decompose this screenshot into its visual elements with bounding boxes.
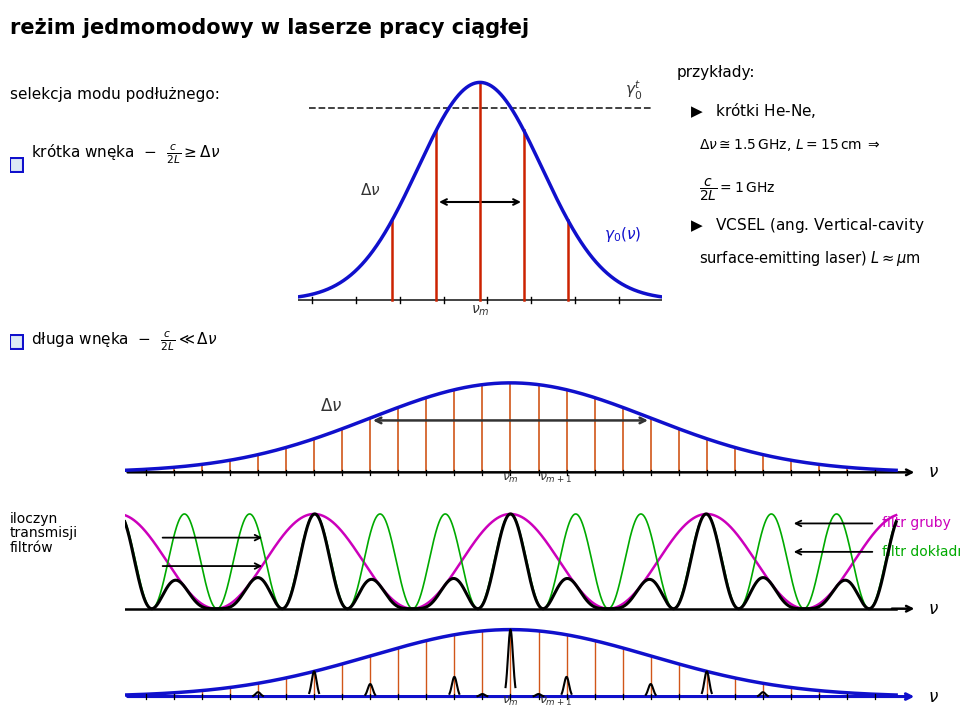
Text: $\Delta\nu$: $\Delta\nu$	[320, 397, 342, 415]
Text: surface-emitting laser) $L \approx \mu\mathrm{m}$: surface-emitting laser) $L \approx \mu\m…	[699, 249, 921, 267]
Text: $\nu_m$: $\nu_m$	[502, 472, 519, 485]
Text: $\gamma_0^t$: $\gamma_0^t$	[625, 79, 642, 102]
Text: krótka wnęka  $-$  $\frac{c}{2L} \geq \Delta\nu$: krótka wnęka $-$ $\frac{c}{2L} \geq \Del…	[31, 143, 220, 166]
Text: $\blacktriangleright$  VCSEL (ang. Vertical-cavity: $\blacktriangleright$ VCSEL (ang. Vertic…	[688, 216, 925, 235]
Text: $\nu_m$: $\nu_m$	[470, 304, 490, 319]
Text: długa wnęka  $-$  $\frac{c}{2L} \ll \Delta\nu$: długa wnęka $-$ $\frac{c}{2L} \ll \Delta…	[31, 330, 217, 353]
Text: $\nu_{m+1}$: $\nu_{m+1}$	[539, 472, 571, 485]
Text: reżim jedmomodowy w laserze pracy ciągłej: reżim jedmomodowy w laserze pracy ciągłe…	[10, 18, 529, 38]
Text: transmisji: transmisji	[10, 526, 78, 540]
Text: $\dfrac{c}{2L} = 1\,\mathrm{GHz}$: $\dfrac{c}{2L} = 1\,\mathrm{GHz}$	[699, 177, 776, 203]
Text: selekcja modu podłużnego:: selekcja modu podłużnego:	[10, 87, 220, 102]
Text: iloczyn: iloczyn	[10, 512, 58, 526]
Text: filtrów: filtrów	[10, 541, 53, 554]
Text: filtr dokładny: filtr dokładny	[882, 545, 960, 559]
Text: przykłady:: przykłady:	[677, 65, 756, 80]
Text: $\nu_{m+1}$: $\nu_{m+1}$	[539, 695, 571, 708]
Text: $\nu$: $\nu$	[927, 600, 939, 618]
Text: filtr gruby: filtr gruby	[882, 516, 951, 531]
Text: $\nu$: $\nu$	[927, 464, 939, 482]
Text: $\gamma_0(\nu)$: $\gamma_0(\nu)$	[604, 225, 641, 244]
Text: $\Delta\nu \cong 1.5\,\mathrm{GHz},\,L = 15\,\mathrm{cm}\;\Rightarrow$: $\Delta\nu \cong 1.5\,\mathrm{GHz},\,L =…	[699, 137, 880, 153]
Text: $\nu$: $\nu$	[927, 688, 939, 706]
Text: $\Delta\nu$: $\Delta\nu$	[360, 182, 381, 198]
Text: $\nu_m$: $\nu_m$	[502, 695, 519, 708]
Text: $\blacktriangleright$  krótki He-Ne,: $\blacktriangleright$ krótki He-Ne,	[688, 101, 817, 120]
